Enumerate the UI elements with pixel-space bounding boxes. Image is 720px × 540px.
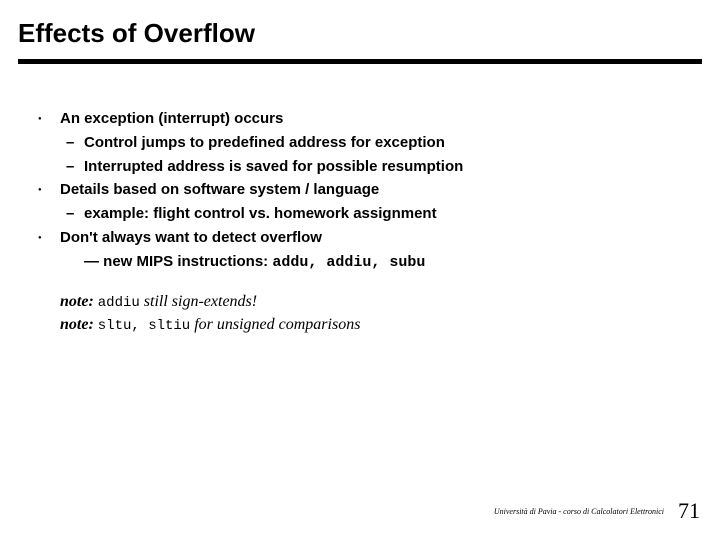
note-tail: still sign-extends! — [140, 293, 257, 310]
bullet-item: ● Details based on software system / lan… — [60, 179, 700, 201]
dash-icon: – — [66, 203, 74, 225]
sub-bullet-item: – Interrupted address is saved for possi… — [60, 156, 700, 178]
bullet-item: ● Don't always want to detect overflow — [60, 227, 700, 249]
note-line: note: sltu, sltiu for unsigned compariso… — [60, 314, 700, 337]
sub-bullet-text: Interrupted address is saved for possibl… — [84, 158, 463, 175]
note-code: addiu — [98, 295, 140, 311]
bullet-text: Details based on software system / langu… — [60, 181, 379, 198]
bullet-text: Don't always want to detect overflow — [60, 229, 322, 246]
note-label: note: — [60, 293, 98, 310]
bullet-icon: ● — [38, 186, 42, 195]
sub-bullet-item: — new MIPS instructions: addu, addiu, su… — [60, 251, 700, 274]
sub-bullet-item: – Control jumps to predefined address fo… — [60, 132, 700, 154]
bullet-icon: ● — [38, 234, 42, 243]
notes-block: note: addiu still sign-extends! note: sl… — [60, 291, 700, 336]
footer-text: Università di Pavia - corso di Calcolato… — [494, 507, 664, 516]
bullet-text: An exception (interrupt) occurs — [60, 110, 283, 127]
sub-bullet-text: Control jumps to predefined address for … — [84, 134, 445, 151]
slide-title: Effects of Overflow — [0, 0, 720, 55]
note-line: note: addiu still sign-extends! — [60, 291, 700, 314]
sub-bullet-text: example: flight control vs. homework ass… — [84, 205, 437, 222]
em-prefix: — new MIPS instructions: — [84, 253, 272, 270]
dash-icon: – — [66, 132, 74, 154]
note-code: sltu, sltiu — [98, 318, 190, 334]
bullet-item: ● An exception (interrupt) occurs — [60, 108, 700, 130]
slide-footer: Università di Pavia - corso di Calcolato… — [494, 498, 700, 524]
bullet-icon: ● — [38, 115, 42, 124]
page-number: 71 — [678, 498, 700, 524]
note-tail: for unsigned comparisons — [190, 316, 360, 333]
dash-icon: – — [66, 156, 74, 178]
code-text: addu, addiu, subu — [272, 254, 425, 271]
slide-content: ● An exception (interrupt) occurs – Cont… — [0, 64, 720, 336]
sub-bullet-item: – example: flight control vs. homework a… — [60, 203, 700, 225]
note-label: note: — [60, 316, 98, 333]
